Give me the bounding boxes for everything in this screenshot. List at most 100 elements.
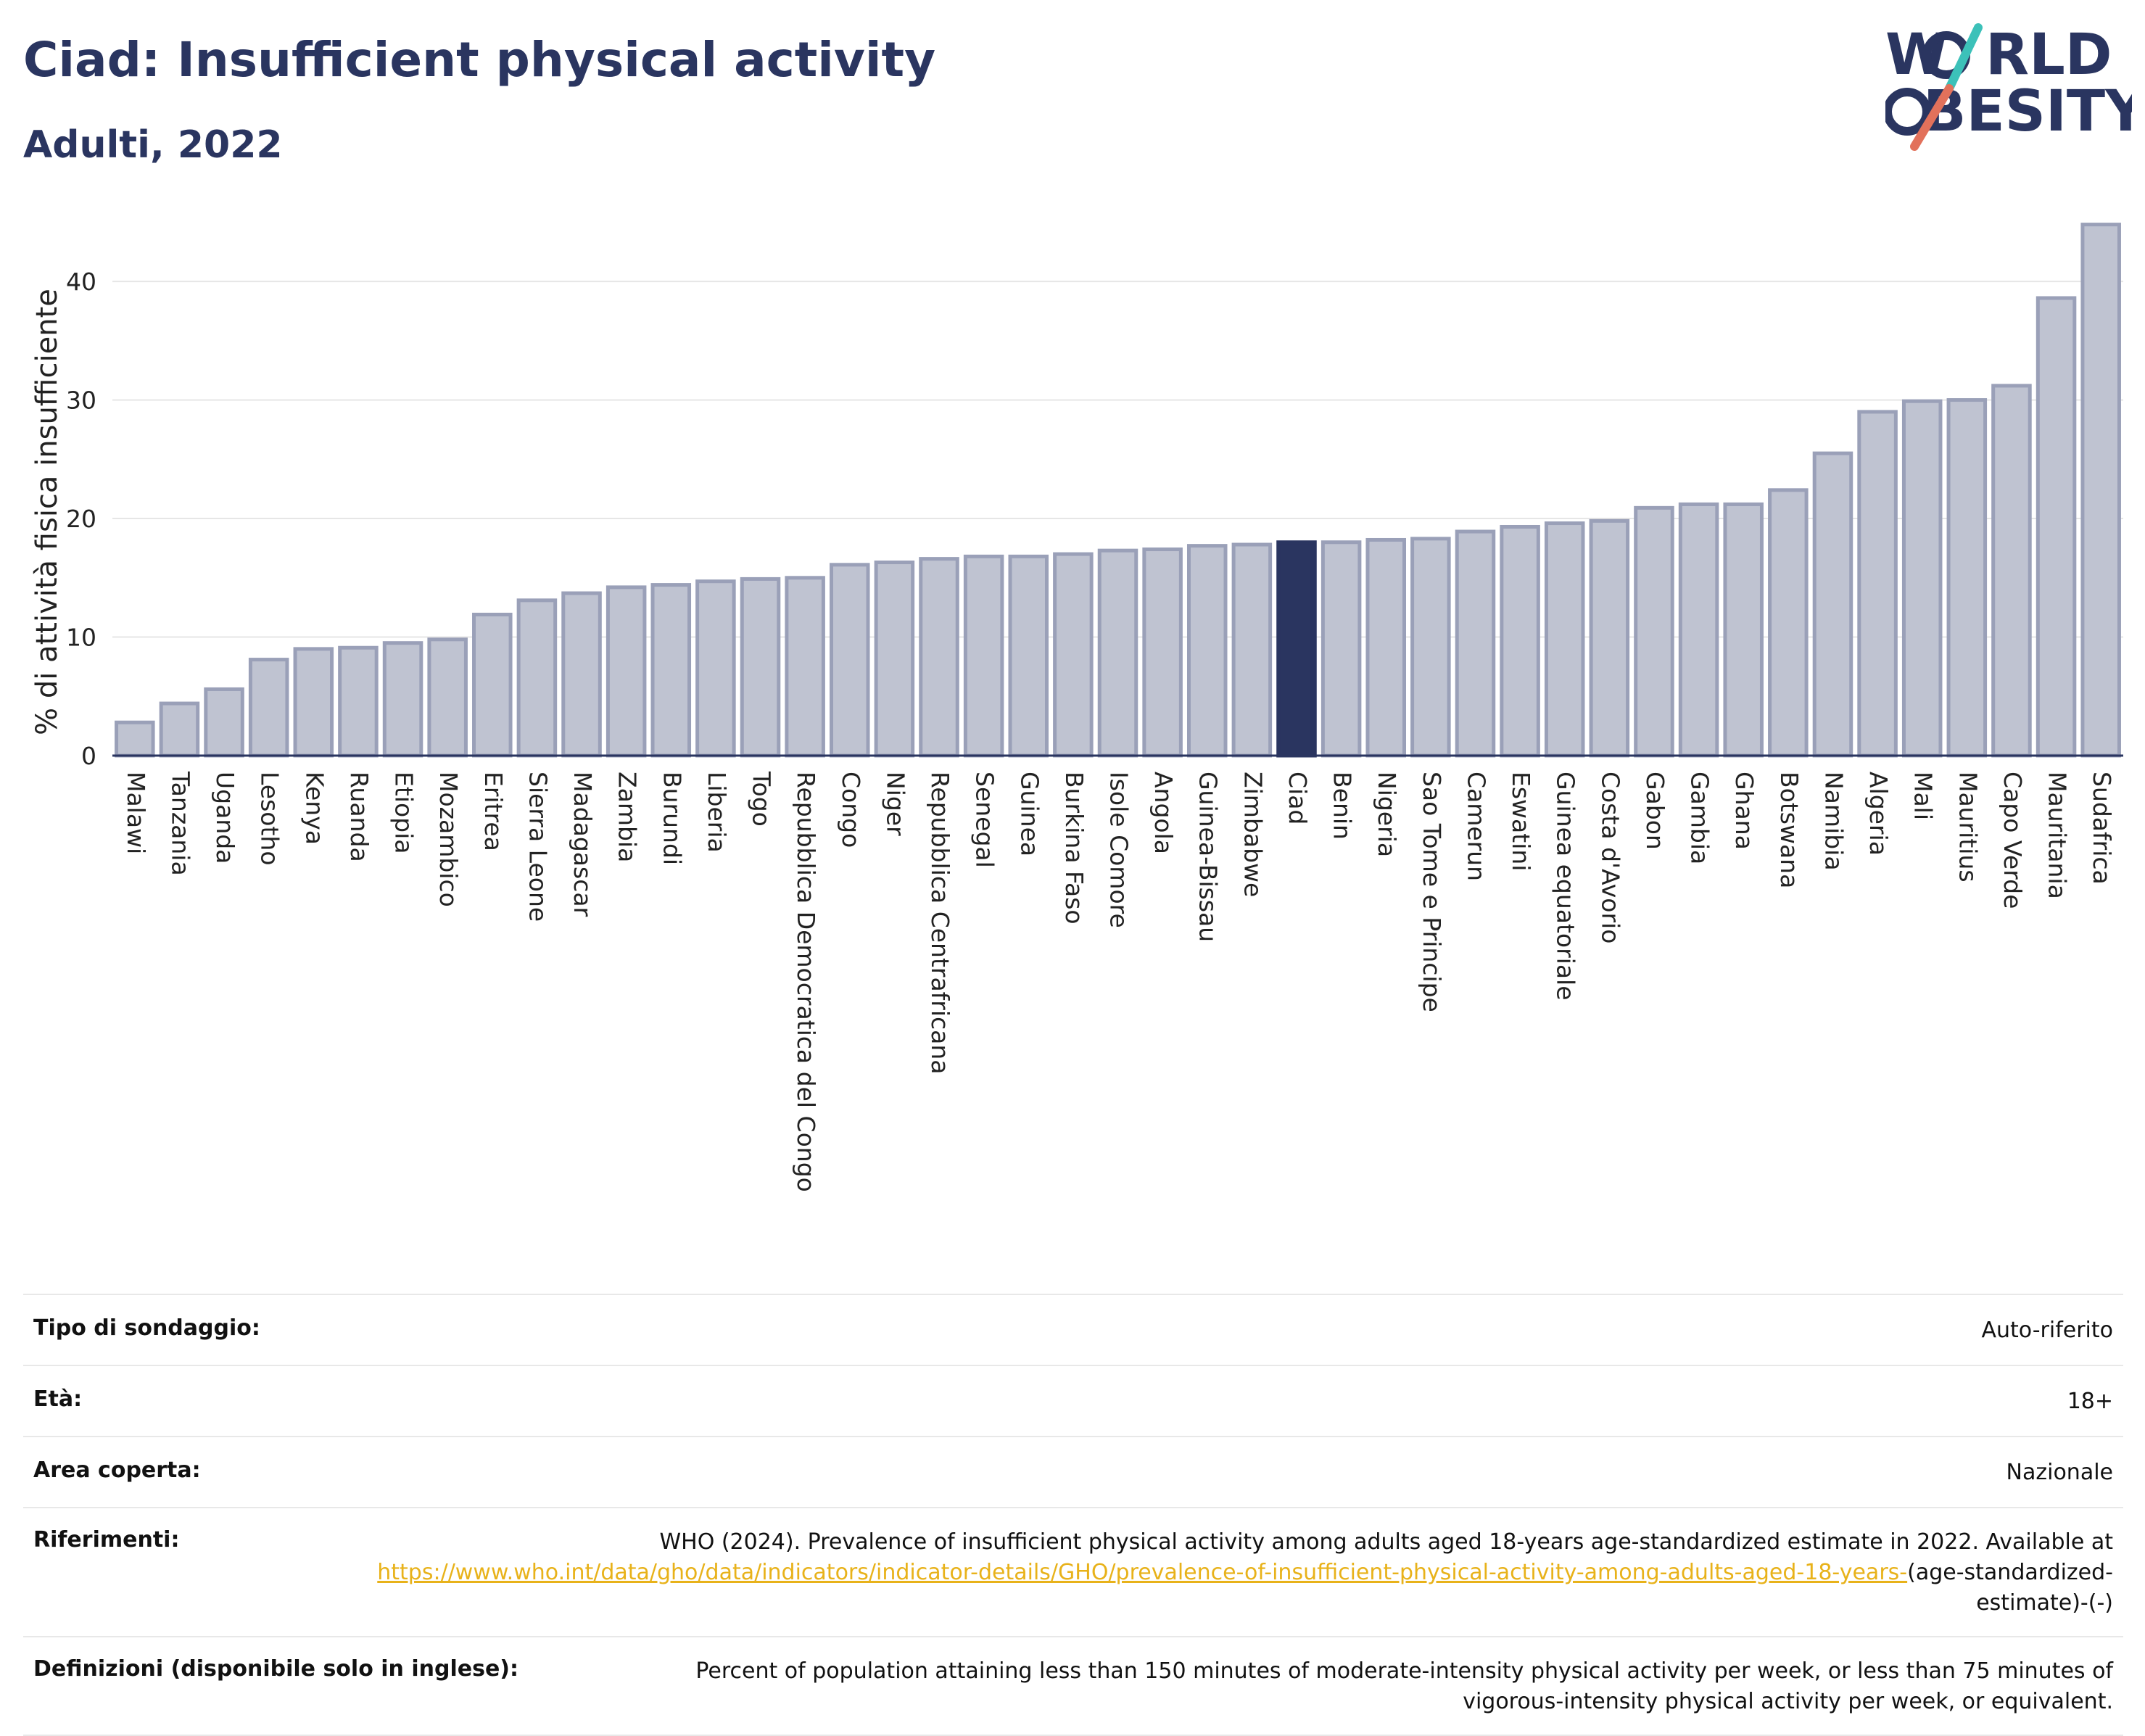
x-tick-label: Mali (1909, 772, 1938, 820)
bar (606, 585, 647, 758)
info-row-age: Età: 18+ (23, 1366, 2123, 1437)
bar (427, 637, 468, 758)
x-tick-label: Ghana (1730, 772, 1758, 850)
bar (115, 720, 155, 758)
bar (1678, 502, 1719, 758)
bar-chart: 0 10 20 30 40 Malawi Tanzania Uganda Lesotho Ken… (30, 223, 2123, 1192)
bar (1321, 540, 1362, 758)
x-tick-label: Mauritius (1954, 772, 1982, 883)
x-tick-label: Namibia (1819, 772, 1848, 871)
area-value: Nazionale (2006, 1460, 2113, 1485)
bar-highlight (1276, 540, 1317, 758)
bar (1857, 410, 1898, 758)
bar (830, 563, 870, 758)
chart-title: Ciad: Insufficient physical activity (23, 32, 936, 88)
bar (472, 612, 513, 758)
y-axis-label: % di attività fisica insufficiente (30, 289, 64, 735)
bar (516, 598, 558, 758)
bar (1053, 552, 1094, 758)
x-tick-label: Niger (881, 772, 909, 836)
x-tick-label: Zambia (613, 772, 642, 862)
x-tick-label: Zimbabwe (1239, 772, 1267, 897)
x-tick-label: Guinea-Bissau (1194, 772, 1223, 942)
x-axis-labels: Malawi Tanzania Uganda Lesotho Kenya Ruanda Et… (122, 771, 2116, 1192)
x-tick-label: Guinea (1015, 772, 1043, 856)
x-tick-label: Sao Tome e Principe (1418, 772, 1446, 1012)
logo-slash-coral (1910, 84, 1954, 151)
survey-type-label: Tipo di sondaggio: (33, 1315, 260, 1341)
info-row-survey-type: Tipo di sondaggio: Auto-riferito (23, 1295, 2123, 1366)
y-tick-label: 30 (66, 387, 96, 415)
x-tick-label: Ciad (1284, 772, 1312, 824)
bar (1142, 547, 1183, 758)
bar (338, 645, 379, 758)
world-obesity-logo: W RLD BESITY (1885, 22, 2132, 151)
bar (919, 557, 959, 758)
bar (1723, 502, 1764, 758)
bar (1186, 544, 1228, 758)
logo-line1: W RLD (1885, 22, 2112, 88)
bar (650, 583, 692, 758)
references-label: Riferimenti: (33, 1527, 180, 1553)
bar (1991, 384, 2032, 758)
y-tick-label: 20 (66, 505, 96, 533)
bar (740, 576, 781, 758)
x-tick-label: Capo Verde (1999, 772, 2027, 909)
y-tick-label: 0 (81, 742, 96, 770)
x-tick-label: Tanzania (166, 771, 194, 876)
bar (293, 647, 334, 758)
bar (1768, 488, 1809, 758)
x-tick-label: Madagascar (569, 772, 597, 917)
bar (1097, 548, 1138, 758)
logo-line2: BESITY (1923, 79, 2132, 144)
x-tick-label: Kenya (300, 772, 328, 845)
references-text: WHO (2024). Prevalence of insufficient p… (659, 1529, 2113, 1555)
bar (204, 687, 244, 758)
definitions-label: Definizioni (disponibile solo in inglese… (33, 1656, 518, 1682)
age-value: 18+ (2067, 1389, 2113, 1414)
references-value: WHO (2024). Prevalence of insufficient p… (266, 1527, 2113, 1619)
y-axis-ticks: 0 10 20 30 40 (66, 268, 96, 770)
bar (248, 658, 289, 758)
age-label: Età: (33, 1386, 83, 1412)
x-tick-label: Algeria (1864, 772, 1893, 856)
x-tick-label: Gambia (1686, 772, 1714, 864)
bar (1455, 529, 1496, 758)
x-tick-label: Liberia (703, 772, 731, 853)
x-tick-label: Eritrea (479, 772, 508, 851)
bar (1500, 524, 1540, 758)
bar (159, 701, 200, 758)
bar (963, 554, 1004, 758)
bar (874, 561, 915, 758)
references-link[interactable]: https://www.who.int/data/gho/data/indica… (377, 1560, 1908, 1585)
bar (382, 641, 423, 758)
x-tick-label: Nigeria (1373, 772, 1401, 857)
bar (1008, 554, 1049, 758)
x-tick-label: Benin (1328, 772, 1357, 840)
x-tick-label: Mauritania (2043, 772, 2072, 899)
x-tick-label: Costa d'Avorio (1596, 772, 1624, 943)
x-tick-label: Malawi (122, 772, 150, 854)
chart-subtitle: Adulti, 2022 (23, 123, 283, 167)
logo-slash-teal (1945, 23, 1983, 93)
x-tick-label: Botswana (1775, 772, 1803, 888)
info-table: Tipo di sondaggio: Auto-riferito Età: 18… (23, 1294, 2123, 1736)
bar (2036, 296, 2077, 758)
bar (695, 579, 736, 758)
x-tick-label: Repubblica Democratica del Congo (792, 772, 820, 1192)
bar (561, 591, 602, 758)
info-row-area: Area coperta: Nazionale (23, 1437, 2123, 1508)
x-tick-label: Togo (748, 771, 776, 827)
x-tick-label: Isole Comore (1105, 772, 1133, 928)
bar (1812, 451, 1853, 758)
bar (785, 576, 825, 758)
bar (1365, 537, 1406, 758)
x-tick-label: Burkina Faso (1060, 772, 1088, 925)
bars (115, 223, 2121, 758)
x-tick-label: Sudafrica (2088, 772, 2116, 885)
bar (1946, 398, 1988, 758)
x-tick-label: Repubblica Centrafricana (926, 772, 954, 1075)
bar (1544, 521, 1585, 758)
bar (1901, 399, 1943, 758)
x-tick-label: Eswatini (1507, 772, 1535, 871)
